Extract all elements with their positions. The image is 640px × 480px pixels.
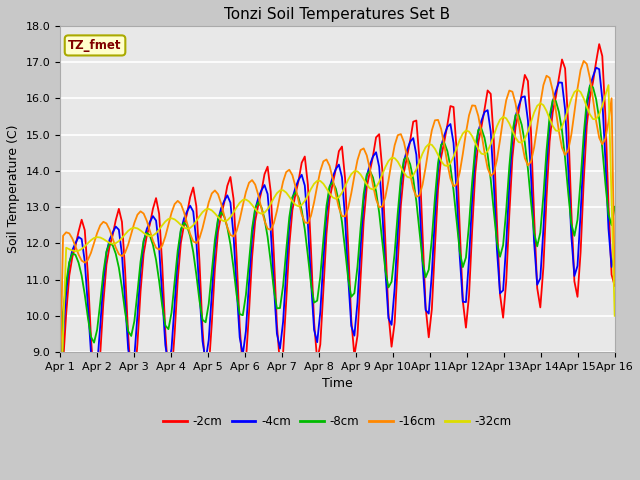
Text: TZ_fmet: TZ_fmet: [68, 39, 122, 52]
-16cm: [56, 382, 64, 388]
-4cm: [65, 261, 73, 266]
-2cm: [549, 109, 557, 115]
-32cm: [605, 82, 612, 88]
-16cm: [611, 280, 618, 286]
-32cm: [611, 313, 618, 319]
-4cm: [90, 374, 98, 380]
-32cm: [56, 416, 64, 421]
-2cm: [171, 331, 179, 336]
-2cm: [595, 41, 603, 47]
-8cm: [549, 97, 557, 103]
-8cm: [611, 204, 618, 210]
-16cm: [171, 201, 179, 207]
-4cm: [56, 371, 64, 376]
-4cm: [552, 88, 559, 94]
-4cm: [174, 256, 182, 262]
-8cm: [121, 309, 129, 314]
Title: Tonzi Soil Temperatures Set B: Tonzi Soil Temperatures Set B: [224, 7, 451, 22]
-8cm: [171, 279, 179, 285]
-16cm: [65, 230, 73, 236]
-4cm: [611, 251, 618, 256]
X-axis label: Time: Time: [322, 377, 353, 390]
-32cm: [121, 231, 129, 237]
-8cm: [595, 116, 603, 122]
-2cm: [121, 266, 129, 272]
-2cm: [56, 394, 64, 399]
-4cm: [598, 96, 606, 102]
-2cm: [611, 283, 618, 289]
-4cm: [270, 281, 278, 287]
-2cm: [592, 59, 600, 65]
Legend: -2cm, -4cm, -8cm, -16cm, -32cm: -2cm, -4cm, -8cm, -16cm, -32cm: [158, 410, 516, 432]
Line: -32cm: -32cm: [60, 85, 614, 419]
Line: -2cm: -2cm: [60, 44, 614, 396]
-32cm: [549, 123, 557, 129]
-8cm: [586, 83, 594, 88]
Line: -4cm: -4cm: [60, 68, 614, 377]
-16cm: [121, 250, 129, 256]
-32cm: [592, 116, 600, 122]
-32cm: [267, 201, 275, 207]
Y-axis label: Soil Temperature (C): Soil Temperature (C): [7, 125, 20, 253]
-16cm: [580, 58, 588, 64]
-16cm: [595, 135, 603, 141]
-16cm: [549, 88, 557, 94]
Line: -8cm: -8cm: [60, 85, 614, 480]
-2cm: [267, 189, 275, 194]
-16cm: [267, 227, 275, 233]
-4cm: [124, 346, 132, 351]
-32cm: [65, 246, 73, 252]
-32cm: [171, 216, 179, 222]
Line: -16cm: -16cm: [60, 61, 614, 385]
-8cm: [65, 259, 73, 265]
-2cm: [65, 273, 73, 278]
-8cm: [267, 259, 275, 264]
-4cm: [592, 65, 600, 71]
